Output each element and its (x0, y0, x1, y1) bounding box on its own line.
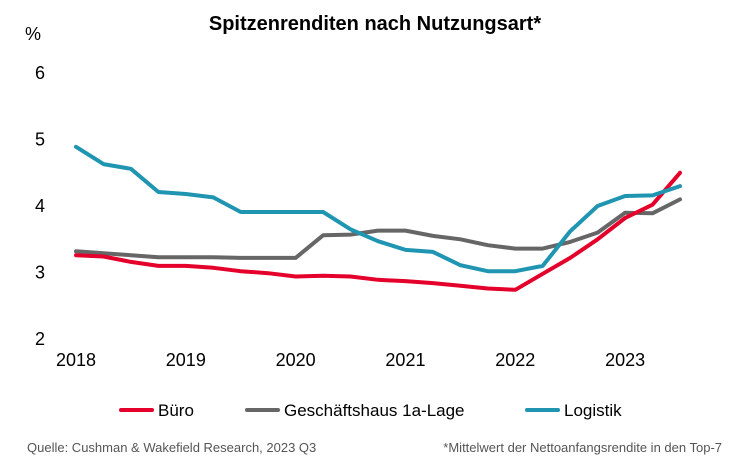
x-tick-label: 2021 (385, 350, 425, 370)
legend-label: Büro (158, 401, 194, 420)
series-line-logistik (74, 144, 682, 274)
x-axis-ticks: 2018 2019 2020 2021 2022 2023 (56, 350, 645, 370)
x-tick-label: 2023 (605, 350, 645, 370)
y-tick-label: 4 (35, 196, 45, 216)
y-tick-label: 3 (35, 263, 45, 283)
legend-label: Logistik (564, 401, 622, 420)
y-tick-label: 5 (35, 130, 45, 150)
series-line-buero (74, 170, 682, 292)
chart-title: Spitzenrenditen nach Nutzungsart* (209, 13, 541, 35)
x-tick-label: 2018 (56, 350, 96, 370)
series-line-geschaeftshaus (74, 197, 682, 260)
footnote: *Mittelwert der Nettoanfangsrendite in d… (443, 440, 722, 455)
source-note: Quelle: Cushman & Wakefield Research, 20… (27, 440, 316, 455)
legend-label: Geschäftshaus 1a-Lage (284, 401, 465, 420)
plot-area (74, 144, 682, 292)
x-tick-label: 2019 (166, 350, 206, 370)
y-axis-label: % (25, 24, 41, 44)
x-tick-label: 2020 (276, 350, 316, 370)
x-tick-label: 2022 (495, 350, 535, 370)
y-tick-label: 2 (35, 329, 45, 349)
y-tick-label: 6 (35, 63, 45, 83)
legend: Büro Geschäftshaus 1a-Lage Logistik (119, 401, 622, 420)
y-axis-ticks: 2 3 4 5 6 (35, 63, 45, 349)
